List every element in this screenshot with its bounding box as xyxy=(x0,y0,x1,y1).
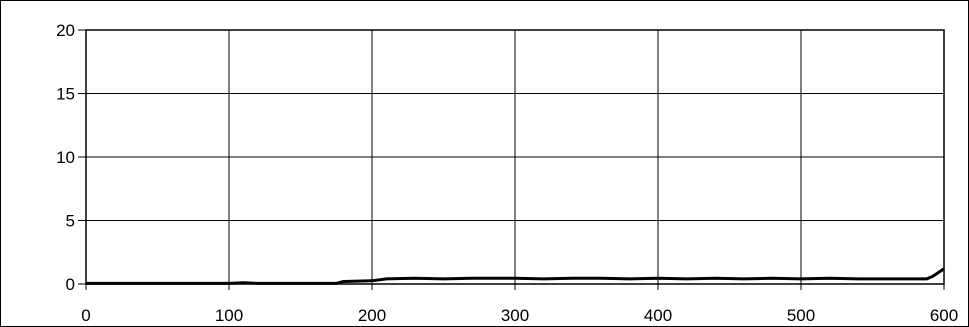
y-tick-label: 15 xyxy=(56,85,75,104)
series-line xyxy=(86,267,945,285)
series-layer xyxy=(86,267,945,285)
x-tick-label: 200 xyxy=(358,306,386,325)
x-tick-label: 400 xyxy=(644,306,672,325)
tick-labels: 0 100 200 300 400 500 600 0 5 10 15 20 xyxy=(56,21,958,325)
y-tick-label: 5 xyxy=(66,212,75,231)
x-tick-label: 0 xyxy=(81,306,90,325)
x-tick-label: 600 xyxy=(930,306,958,325)
x-tick-label: 500 xyxy=(787,306,815,325)
y-tick-label: 20 xyxy=(56,21,75,40)
axis-ticks xyxy=(78,29,945,290)
grid-lines xyxy=(86,30,944,284)
x-tick-label: 100 xyxy=(215,306,243,325)
x-tick-label: 300 xyxy=(501,306,529,325)
y-tick-label: 10 xyxy=(56,148,75,167)
y-tick-label: 0 xyxy=(66,275,75,294)
